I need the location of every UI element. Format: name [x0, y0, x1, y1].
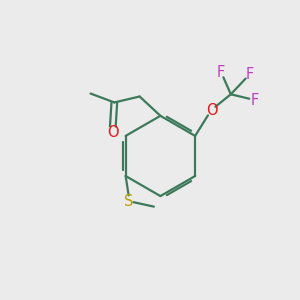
Text: O: O [107, 125, 119, 140]
Text: F: F [216, 65, 224, 80]
Text: F: F [246, 68, 254, 82]
Text: O: O [206, 103, 217, 118]
Text: F: F [250, 93, 259, 108]
Text: S: S [124, 194, 133, 209]
